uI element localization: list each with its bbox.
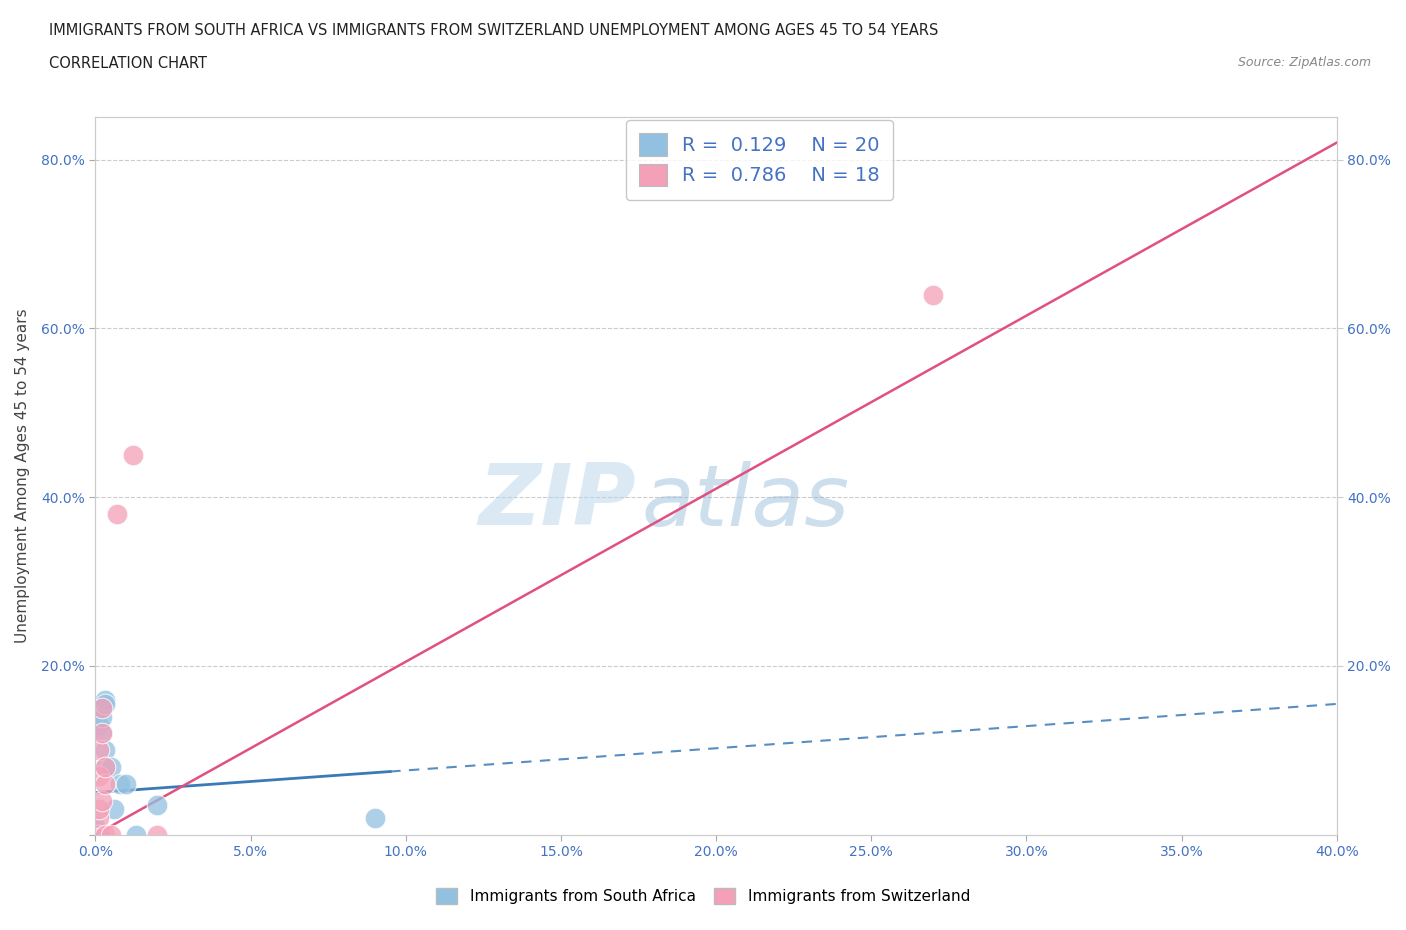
Point — [87, 743, 110, 758]
Point — [100, 760, 122, 775]
Point — [93, 828, 115, 843]
Point — [90, 726, 112, 741]
Point — [363, 810, 385, 825]
Point — [90, 710, 112, 724]
Point — [93, 777, 115, 791]
Point — [87, 802, 110, 817]
Point — [125, 828, 148, 843]
Point — [100, 828, 122, 843]
Point — [105, 507, 128, 522]
Point — [87, 718, 110, 733]
Point — [90, 726, 112, 741]
Text: IMMIGRANTS FROM SOUTH AFRICA VS IMMIGRANTS FROM SWITZERLAND UNEMPLOYMENT AMONG A: IMMIGRANTS FROM SOUTH AFRICA VS IMMIGRAN… — [49, 23, 939, 38]
Point — [90, 700, 112, 715]
Point — [90, 793, 112, 808]
Legend: R =  0.129    N = 20, R =  0.786    N = 18: R = 0.129 N = 20, R = 0.786 N = 18 — [626, 120, 893, 200]
Point — [84, 819, 107, 834]
Point — [93, 697, 115, 711]
Text: CORRELATION CHART: CORRELATION CHART — [49, 56, 207, 71]
Point — [93, 743, 115, 758]
Point — [93, 760, 115, 775]
Point — [84, 828, 107, 843]
Point — [87, 828, 110, 843]
Point — [90, 700, 112, 715]
Point — [121, 447, 143, 462]
Point — [87, 768, 110, 783]
Point — [146, 828, 169, 843]
Point — [84, 828, 107, 843]
Point — [84, 823, 107, 838]
Point — [84, 828, 107, 843]
Point — [87, 828, 110, 843]
Point — [110, 777, 132, 791]
Point — [115, 777, 138, 791]
Legend: Immigrants from South Africa, Immigrants from Switzerland: Immigrants from South Africa, Immigrants… — [427, 879, 979, 913]
Point — [87, 810, 110, 825]
Text: ZIP: ZIP — [478, 459, 636, 542]
Point — [93, 692, 115, 707]
Point — [922, 287, 945, 302]
Text: Source: ZipAtlas.com: Source: ZipAtlas.com — [1237, 56, 1371, 69]
Point — [146, 798, 169, 813]
Point — [103, 802, 125, 817]
Point — [87, 828, 110, 843]
Text: atlas: atlas — [641, 461, 849, 544]
Y-axis label: Unemployment Among Ages 45 to 54 years: Unemployment Among Ages 45 to 54 years — [15, 309, 30, 644]
Point — [93, 760, 115, 775]
